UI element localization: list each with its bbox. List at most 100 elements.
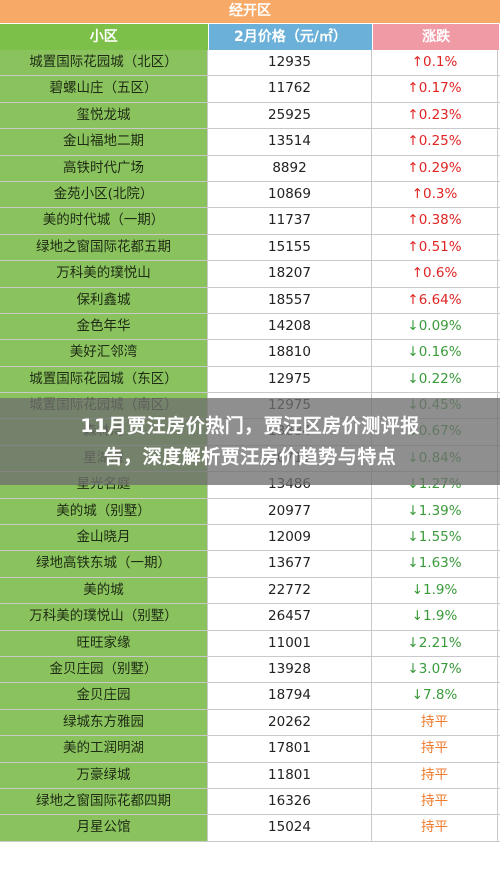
table-row: 美的时代城（一期） 11737 ↑0.38% [0, 208, 500, 235]
table-row: 绿地之窗国际花都四期 16326 持平 [0, 788, 500, 816]
row-change: ↑0.51% [372, 234, 498, 261]
table-row: 美的城 22772 ↓1.9% [0, 577, 500, 605]
row-change: 持平 [372, 736, 498, 762]
row-change: ↓1.63% [372, 551, 498, 577]
row-name: 金贝庄园（别墅） [0, 656, 208, 683]
row-name: 碧螺山庄（五区） [0, 76, 208, 102]
header-name: 小区 [0, 24, 209, 50]
row-price: 13928 [208, 656, 372, 683]
row-price: 26457 [208, 604, 372, 630]
row-name: 金贝庄园 [0, 683, 208, 709]
table-row: 碧螺山庄（五区） 11762 ↑0.17% [0, 76, 500, 103]
header-change: 涨跌 [373, 24, 500, 50]
row-price: 13514 [208, 129, 372, 155]
row-name: 万科美的璞悦山 [0, 261, 208, 287]
row-name: 城置国际花园城（东区） [0, 366, 208, 393]
row-name: 月星公馆 [0, 815, 208, 841]
row-change: ↑0.38% [372, 208, 498, 234]
row-price: 14208 [208, 313, 372, 340]
row-change: ↑6.64% [372, 287, 498, 313]
row-name: 绿城东方雅园 [0, 709, 208, 736]
row-change: ↓1.9% [372, 577, 498, 604]
row-change: ↓1.39% [372, 498, 498, 525]
row-price: 22772 [208, 577, 372, 604]
row-price: 11801 [208, 762, 372, 788]
table-row: 金山福地二期 13514 ↑0.25% [0, 129, 500, 156]
row-name: 金山福地二期 [0, 129, 208, 155]
row-price: 15024 [208, 815, 372, 841]
table-row: 美的工润明湖 17801 持平 [0, 736, 500, 763]
row-price: 13677 [208, 551, 372, 577]
row-name: 保利鑫城 [0, 287, 208, 313]
row-change: ↓0.16% [372, 340, 498, 366]
row-price: 11762 [208, 76, 372, 102]
row-price: 17801 [208, 736, 372, 762]
row-name: 旺旺家缘 [0, 630, 208, 656]
table-row: 美好汇邻湾 18810 ↓0.16% [0, 340, 500, 367]
table-row: 金贝庄园 18794 ↓7.8% [0, 683, 500, 710]
row-change: ↓0.22% [372, 366, 498, 393]
row-name: 绿地高铁东城（一期） [0, 551, 208, 577]
row-change: ↓3.07% [372, 656, 498, 683]
headline-banner: 11月贾汪房价热门，贾汪区房价测评报 告，深度解析贾汪房价趋势与特点 [0, 398, 500, 485]
table-row: 旺旺家缘 11001 ↓2.21% [0, 630, 500, 657]
row-name: 绿地之窗国际花都四期 [0, 788, 208, 815]
row-change: ↑0.3% [372, 181, 498, 208]
row-price: 16326 [208, 788, 372, 815]
table-row: 金苑小区(北院） 10869 ↑0.3% [0, 181, 500, 209]
table-row: 城置国际花园城（东区） 12975 ↓0.22% [0, 366, 500, 394]
table-row: 万科美的璞悦山 18207 ↑0.6% [0, 261, 500, 288]
row-price: 18557 [208, 287, 372, 313]
row-price: 10869 [208, 181, 372, 208]
row-name: 美的工润明湖 [0, 736, 208, 762]
row-change: ↑0.23% [372, 102, 498, 129]
row-name: 美好汇邻湾 [0, 340, 208, 366]
table-header: 小区 2月价格（元/㎡） 涨跌 [0, 24, 500, 50]
row-change: ↑0.17% [372, 76, 498, 102]
row-change: 持平 [372, 762, 498, 788]
row-price: 11001 [208, 630, 372, 656]
row-price: 11737 [208, 208, 372, 234]
row-price: 20262 [208, 709, 372, 736]
row-change: ↓2.21% [372, 630, 498, 656]
row-change: ↓0.09% [372, 313, 498, 340]
row-name: 美的时代城（一期） [0, 208, 208, 234]
table-row: 金山晓月 12009 ↓1.55% [0, 525, 500, 552]
row-name: 玺悦龙城 [0, 102, 208, 129]
row-price: 18810 [208, 340, 372, 366]
headline-line-1: 11月贾汪房价热门，贾汪区房价测评报 [80, 414, 420, 437]
table-row: 月星公馆 15024 持平 [0, 815, 500, 842]
row-name: 城置国际花园城（北区） [0, 50, 208, 76]
row-price: 25925 [208, 102, 372, 129]
row-change: ↓1.9% [372, 604, 498, 630]
row-price: 15155 [208, 234, 372, 261]
header-price: 2月价格（元/㎡） [208, 24, 374, 50]
table-row: 金色年华 14208 ↓0.09% [0, 313, 500, 341]
row-name: 金苑小区(北院） [0, 181, 208, 208]
row-change: ↑0.25% [372, 129, 498, 155]
table-row: 玺悦龙城 25925 ↑0.23% [0, 102, 500, 130]
row-price: 12009 [208, 525, 372, 551]
row-price: 8892 [208, 155, 372, 181]
row-name: 金山晓月 [0, 525, 208, 551]
row-price: 12975 [208, 366, 372, 393]
row-price: 18207 [208, 261, 372, 287]
row-name: 绿地之窗国际花都五期 [0, 234, 208, 261]
table-row: 万科美的璞悦山（别墅） 26457 ↓1.9% [0, 604, 500, 631]
table-row: 城置国际花园城（北区） 12935 ↑0.1% [0, 50, 500, 77]
table-row: 绿城东方雅园 20262 持平 [0, 709, 500, 737]
table-row: 绿地之窗国际花都五期 15155 ↑0.51% [0, 234, 500, 262]
table-row: 保利鑫城 18557 ↑6.64% [0, 287, 500, 314]
table-row: 美的城（别墅） 20977 ↓1.39% [0, 498, 500, 526]
table-row: 绿地高铁东城（一期） 13677 ↓1.63% [0, 551, 500, 578]
table-title: 经开区 [0, 0, 500, 24]
row-name: 金色年华 [0, 313, 208, 340]
row-change: 持平 [372, 788, 498, 815]
row-name: 万科美的璞悦山（别墅） [0, 604, 208, 630]
row-price: 12935 [208, 50, 372, 76]
row-change: ↓1.55% [372, 525, 498, 551]
row-name: 美的城（别墅） [0, 498, 208, 525]
row-change: ↑0.29% [372, 155, 498, 181]
row-change: 持平 [372, 815, 498, 841]
row-price: 20977 [208, 498, 372, 525]
